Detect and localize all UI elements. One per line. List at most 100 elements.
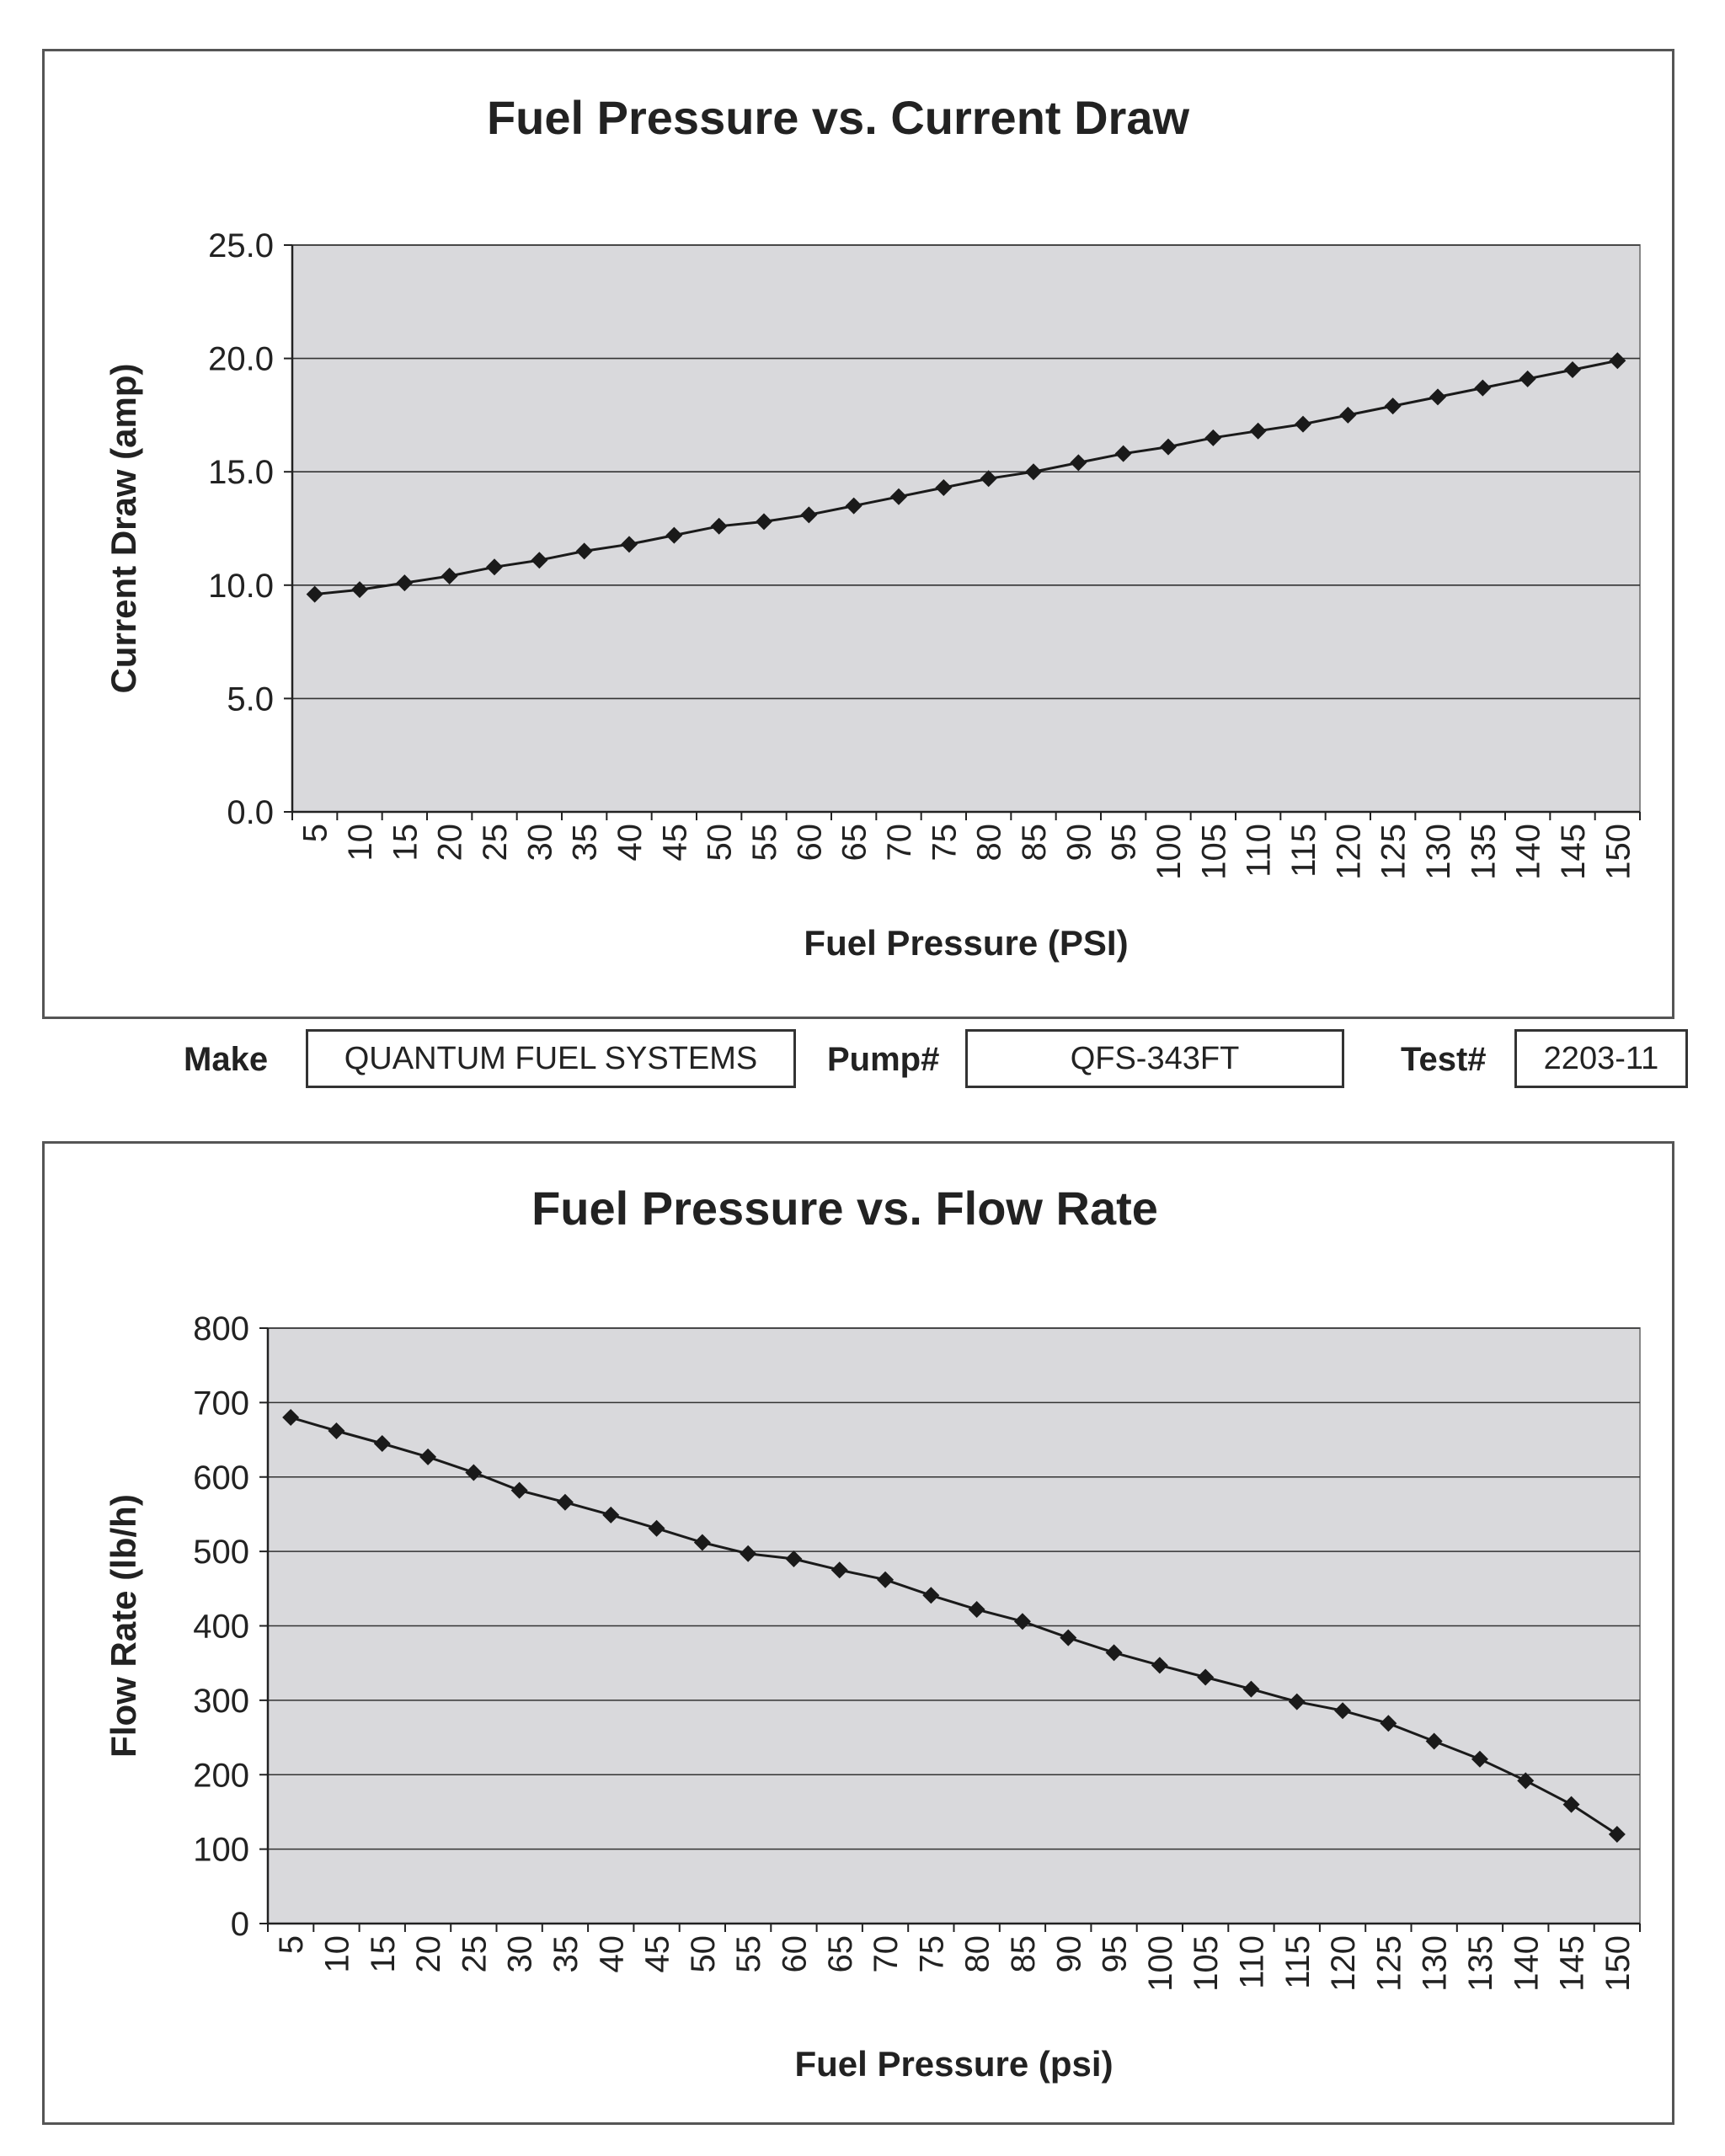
current-chart-data-point [1160,438,1177,456]
flow-chart-y-tick-label: 600 [193,1460,249,1497]
current-chart-x-tick-label: 145 [1555,824,1592,880]
flow-chart-data-point [968,1601,985,1619]
pump-info-row: Make QUANTUM FUEL SYSTEMS Pump# QFS-343F… [0,1029,1725,1090]
current-chart-series-line [314,359,1618,596]
flow-chart-x-tick-label: 35 [547,1935,585,1973]
flow-chart-y-tick-label: 800 [193,1310,249,1348]
flow-chart-y-axis-label: Flow Rate (lb/h) [104,1494,143,1758]
flow-chart-x-tick-label: 40 [593,1935,630,1973]
current-chart-data-point [1429,388,1446,406]
flow-chart-data-point [922,1587,940,1604]
current-chart-x-tick-label: 40 [611,824,649,862]
flow-chart-data-point [1334,1702,1352,1720]
current-chart-data-point [396,574,414,592]
flow-chart-x-tick-label: 120 [1325,1935,1362,1992]
current-chart-x-tick-label: 125 [1375,824,1413,880]
current-chart-data-point [306,585,323,603]
current-chart-data-point [1070,454,1087,472]
flow-chart-data-point [1380,1715,1397,1732]
current-chart-data-point [1609,352,1626,370]
flow-chart-x-tick-label: 135 [1462,1935,1499,1992]
current-chart-data-point [1384,398,1402,415]
flow-chart-data-point [1608,1825,1626,1843]
current-draw-chart: 0.0 5.0 10.0 15.0 20.0 25.0 5 10 15 20 25 30 35 40 45 5… [42,49,1674,1019]
current-chart-x-tick-label: 5 [297,824,334,842]
current-chart-data-point [1114,445,1132,462]
flow-chart-x-tick-label: 80 [959,1935,996,1973]
current-chart-y-tick-label: 15.0 [208,454,274,491]
flow-chart-data-point [1562,1796,1580,1813]
current-chart-x-tick-label: 10 [342,824,379,862]
test-label: Test# [1401,1041,1487,1078]
flow-chart-x-tick-label: 140 [1508,1935,1545,1992]
flow-chart-x-tick-label: 145 [1554,1935,1591,1992]
flow-chart-data-point [1060,1629,1077,1646]
flow-chart-data-point [830,1561,848,1579]
make-value-box: QUANTUM FUEL SYSTEMS [306,1029,796,1088]
current-chart-data-point [845,497,862,515]
flow-chart-x-axis-label: Fuel Pressure (psi) [794,2044,1113,2084]
flow-chart-data-point [556,1493,574,1511]
flow-chart-data-point [693,1534,711,1551]
flow-chart-data-point [740,1545,757,1562]
flow-chart-data-point [602,1506,620,1524]
flow-chart-data-point [1288,1693,1306,1710]
current-chart-data-point [621,536,638,553]
current-chart-x-tick-label: 130 [1420,824,1457,880]
current-chart-data-point [1474,379,1492,397]
flow-chart-x-tick-label: 45 [639,1935,676,1973]
current-chart-data-point [1025,463,1042,481]
flow-chart-x-tick-label: 60 [776,1935,813,1973]
flow-chart-series-line [290,1416,1618,1836]
current-chart-x-tick-label: 25 [477,824,514,862]
current-chart-data-point [531,552,548,569]
flow-chart-x-tick-label: 150 [1599,1935,1637,1992]
current-chart-x-tick-label: 45 [656,824,693,862]
flow-chart-y-tick-label: 200 [193,1757,249,1794]
flow-chart-data-point [465,1464,483,1481]
current-chart-x-tick-label: 15 [387,824,424,862]
flow-chart-x-tick-label: 110 [1233,1935,1270,1989]
flow-chart-y-tick-label: 300 [193,1683,249,1720]
current-chart-data-point [1204,429,1222,446]
current-chart-data-point [980,470,997,488]
flow-chart-data-point [1105,1644,1123,1662]
current-chart-data-point [1249,422,1267,440]
current-chart-x-tick-label: 60 [791,824,828,862]
current-chart-data-point [890,488,907,505]
current-chart-x-tick-label: 85 [1016,824,1053,862]
flow-chart-data-point [785,1550,803,1567]
current-chart-y-tick-label: 5.0 [227,680,274,718]
current-chart-data-point [1519,370,1536,387]
pump-value-box: QFS-343FT [965,1029,1344,1088]
flow-chart-x-tick-label: 30 [502,1935,539,1973]
current-chart-x-tick-label: 150 [1599,824,1637,880]
current-chart-data-point [1564,361,1581,379]
flow-chart-x-tick-label: 55 [730,1935,767,1973]
flow-chart-x-tick-label: 105 [1188,1935,1225,1992]
current-chart-x-tick-label: 75 [926,824,963,862]
flow-chart-x-tick-label: 50 [685,1935,722,1973]
current-chart-x-tick-label: 70 [881,824,918,862]
current-chart-x-tick-label: 50 [702,824,739,862]
current-chart-data-point [1295,415,1311,433]
flow-chart-data-point [328,1422,345,1439]
current-chart-data-point [486,558,503,576]
current-chart-y-tick-label: 20.0 [208,341,274,378]
current-chart-x-tick-label: 135 [1465,824,1502,880]
current-draw-chart-svg: 0.05.010.015.020.025.05 10 15 20 25 30 35 40 45 5… [104,91,1641,963]
current-chart-x-tick-label: 100 [1151,824,1188,880]
flow-chart-data-point [419,1448,437,1465]
flow-chart-data-point [1471,1750,1488,1768]
flow-chart-y-tick-label: 400 [193,1609,249,1646]
current-chart-x-tick-label: 110 [1241,824,1278,878]
flow-chart-x-tick-label: 115 [1279,1935,1316,1989]
current-chart-x-tick-label: 80 [971,824,1008,862]
current-chart-y-axis-label: Current Draw (amp) [104,363,143,693]
flow-chart-x-tick-label: 70 [868,1935,905,1973]
flow-chart-x-tick-label: 90 [1050,1935,1087,1973]
flow-chart-data-point [373,1434,391,1452]
current-chart-data-point [800,506,818,524]
flow-chart-data-point [510,1481,528,1499]
current-chart-y-tick-label: 25.0 [208,227,274,264]
